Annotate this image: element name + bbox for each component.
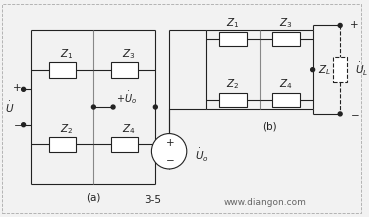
Circle shape xyxy=(338,23,342,27)
Text: $Z_3$: $Z_3$ xyxy=(279,16,293,30)
Text: $Z_4$: $Z_4$ xyxy=(279,77,293,91)
Text: $-$: $-$ xyxy=(13,119,23,129)
Text: www.diangon.com: www.diangon.com xyxy=(224,198,307,207)
Circle shape xyxy=(338,112,342,116)
Bar xyxy=(272,93,300,107)
Circle shape xyxy=(311,68,315,72)
Text: (b): (b) xyxy=(262,122,277,132)
Circle shape xyxy=(154,105,157,109)
Text: $\dot{U}_L$: $\dot{U}_L$ xyxy=(355,61,368,78)
Text: $Z_3$: $Z_3$ xyxy=(122,47,135,61)
Text: +: + xyxy=(166,138,175,148)
Text: (a): (a) xyxy=(86,192,101,202)
Text: 3-5: 3-5 xyxy=(144,195,161,205)
Bar xyxy=(111,62,138,77)
Bar xyxy=(49,62,76,77)
Text: $Z_2$: $Z_2$ xyxy=(227,77,239,91)
Text: $Z_4$: $Z_4$ xyxy=(121,122,135,136)
Bar xyxy=(272,32,300,46)
Text: $Z_2$: $Z_2$ xyxy=(60,122,73,136)
Text: +: + xyxy=(13,83,22,93)
Bar xyxy=(219,93,247,107)
Bar xyxy=(49,136,76,152)
Text: $-$: $-$ xyxy=(165,154,175,164)
Circle shape xyxy=(151,134,187,169)
Circle shape xyxy=(22,123,25,127)
Text: +: + xyxy=(350,20,359,30)
Bar xyxy=(219,32,247,46)
Text: $+\dot{U}_o$: $+\dot{U}_o$ xyxy=(116,89,137,106)
Circle shape xyxy=(111,105,115,109)
Bar xyxy=(333,57,347,82)
Text: $Z_1$: $Z_1$ xyxy=(60,47,73,61)
Circle shape xyxy=(92,105,95,109)
Bar xyxy=(111,136,138,152)
Text: $Z_1$: $Z_1$ xyxy=(226,16,239,30)
Circle shape xyxy=(22,87,25,91)
Text: $-$: $-$ xyxy=(350,109,360,119)
Text: $\dot{U}_o$: $\dot{U}_o$ xyxy=(195,147,208,164)
Text: $Z_L$: $Z_L$ xyxy=(318,63,331,77)
Text: $\dot{U}$: $\dot{U}$ xyxy=(5,99,14,115)
